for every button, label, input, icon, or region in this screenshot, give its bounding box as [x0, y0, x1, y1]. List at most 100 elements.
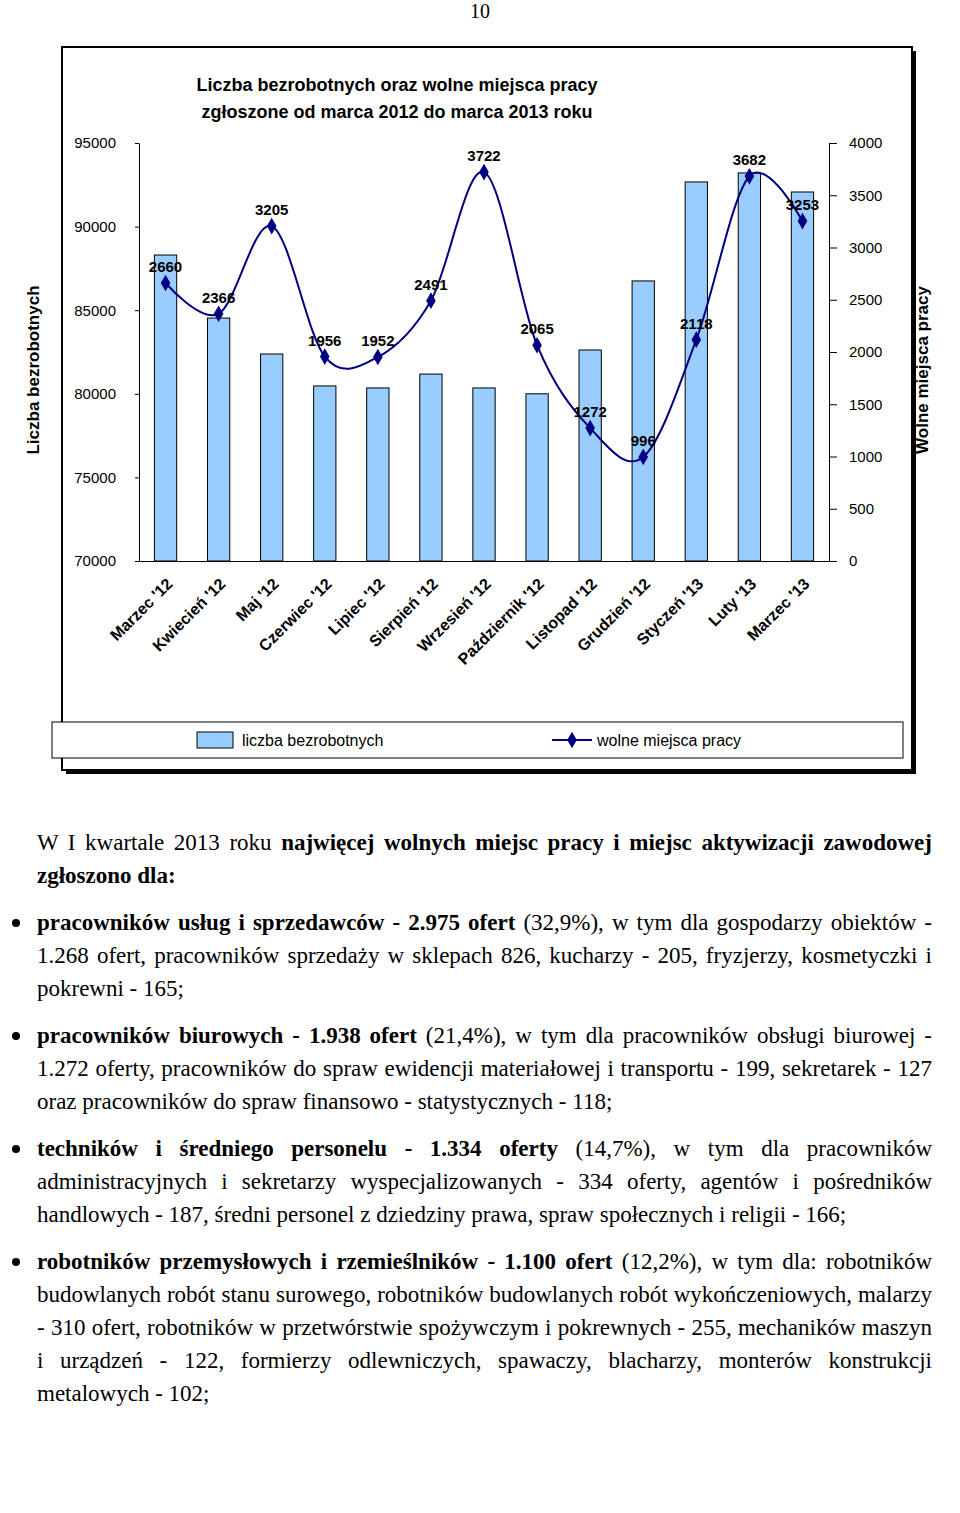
y-tick: 95000 [74, 134, 139, 151]
x-tick-label: Styczeń '13 [633, 575, 706, 648]
y2-tick-mark [829, 457, 837, 458]
y-tick-label: 85000 [74, 302, 116, 319]
x-tick: Kwiecień '12 [149, 575, 229, 655]
bar [367, 388, 389, 561]
x-tick: Luty '13 [705, 575, 759, 629]
intro-text: W I kwartale 2013 roku [37, 830, 272, 855]
marker [267, 218, 277, 235]
x-tick: Maj '12 [233, 575, 282, 624]
bar [154, 255, 176, 561]
y2-tick: 500 [829, 500, 874, 517]
y2-tick-label: 500 [849, 500, 874, 517]
y2-tick-mark [829, 352, 837, 353]
data-label: 996 [631, 432, 656, 449]
y2-tick: 2500 [829, 291, 882, 308]
x-tick-label: Marzec '13 [744, 575, 813, 644]
marker [320, 348, 330, 365]
data-label: 3682 [733, 151, 766, 168]
bullet-dot [12, 1258, 20, 1266]
x-tick: Październik '12 [455, 575, 548, 668]
bullet-item: pracowników usług i sprzedawców - 2.975 … [37, 906, 932, 1005]
x-tick-label: Czerwiec '12 [255, 575, 335, 655]
y2-axis-title: Wolne miejsca pracy [913, 286, 932, 454]
y-tick-label: 90000 [74, 218, 116, 235]
bullet-item: pracowników biurowych - 1.938 ofert (21,… [37, 1019, 932, 1118]
marker [798, 213, 808, 230]
y-tick: 90000 [74, 218, 139, 235]
y2-tick: 2000 [829, 343, 882, 360]
bar [207, 318, 229, 561]
y-axis-line [139, 144, 140, 562]
y2-tick-mark [829, 509, 837, 510]
data-label: 3722 [467, 147, 500, 164]
bullet-dot [12, 1145, 20, 1153]
x-tick-label: Październik '12 [455, 575, 548, 668]
bullet-item: robotników przemysłowych i rzemieślników… [37, 1245, 932, 1410]
y2-tick-label: 0 [849, 552, 857, 569]
y2-tick-label: 3000 [849, 239, 882, 256]
legend-swatch [197, 732, 233, 748]
plot-marks [154, 164, 813, 561]
marker [532, 337, 542, 354]
data-label: 2366 [202, 289, 235, 306]
legend-label: liczba bezrobotnych [242, 732, 383, 749]
bullet-item: techników i średniego personelu - 1.334 … [37, 1132, 932, 1231]
bar [738, 173, 760, 561]
y2-tick-mark [829, 143, 837, 144]
y-tick-label: 80000 [74, 385, 116, 402]
bar [579, 350, 601, 561]
y2-tick-label: 2500 [849, 291, 882, 308]
marker [692, 331, 702, 348]
y2-tick: 3000 [829, 239, 882, 256]
y-tick-mark [135, 561, 139, 562]
bar [261, 354, 283, 561]
y-tick-mark [135, 394, 139, 395]
y-tick: 80000 [74, 385, 139, 402]
y2-tick-label: 3500 [849, 187, 882, 204]
bullet-dot [12, 1032, 20, 1040]
x-axis-line [140, 561, 830, 562]
chart-frame [62, 47, 912, 770]
document-text: W I kwartale 2013 roku najwięcej wolnych… [37, 826, 932, 1424]
x-tick: Styczeń '13 [633, 575, 706, 648]
y2-tick-mark [829, 404, 837, 405]
y2-tick-label: 1500 [849, 396, 882, 413]
y-tick-mark [135, 477, 139, 478]
y-tick-label: 95000 [74, 134, 116, 151]
y-tick-label: 70000 [74, 552, 116, 569]
y2-tick: 1000 [829, 448, 882, 465]
bar [632, 281, 654, 561]
y2-tick-label: 2000 [849, 343, 882, 360]
y2-tick-label: 1000 [849, 448, 882, 465]
data-label: 2118 [680, 315, 713, 332]
bullet-lead: pracowników usług i sprzedawców - 2.975 … [37, 910, 515, 935]
chart-title: Liczba bezrobotnych oraz wolne miejsca p… [196, 75, 597, 95]
data-label: 2660 [149, 258, 182, 275]
marker [214, 305, 224, 322]
y-tick-mark [135, 310, 139, 311]
data-label: 3205 [255, 201, 288, 218]
y2-tick: 3500 [829, 187, 882, 204]
x-tick: Marzec '13 [744, 575, 813, 644]
bar [791, 192, 813, 561]
x-axis: Marzec '12Kwiecień '12Maj '12Czerwiec '1… [107, 562, 830, 668]
y2-tick-label: 4000 [849, 134, 882, 151]
chart-title: zgłoszone od marca 2012 do marca 2013 ro… [201, 102, 592, 122]
bar [314, 386, 336, 561]
legend: liczba bezrobotnychwolne miejsca pracy [52, 722, 903, 758]
y2-tick-mark [829, 300, 837, 301]
data-label: 2491 [414, 276, 447, 293]
bar [685, 182, 707, 561]
bar [420, 374, 442, 561]
x-tick-label: Maj '12 [233, 575, 282, 624]
y-tick-label: 75000 [74, 469, 116, 486]
marker [161, 275, 171, 292]
y2-axis: 0 500 1000 1500 2000 2500 3000 3500 4000 [829, 134, 882, 569]
bullet-lead: techników i średniego personelu - 1.334 … [37, 1136, 558, 1161]
marker [373, 349, 383, 366]
legend-box [52, 722, 903, 758]
chart-svg: 10Liczba bezrobotnych oraz wolne miejsca… [0, 0, 960, 800]
y2-tick: 0 [829, 552, 857, 569]
data-labels: 2660236632051956195224913722206512729962… [149, 147, 819, 449]
x-tick: Czerwiec '12 [255, 575, 335, 655]
